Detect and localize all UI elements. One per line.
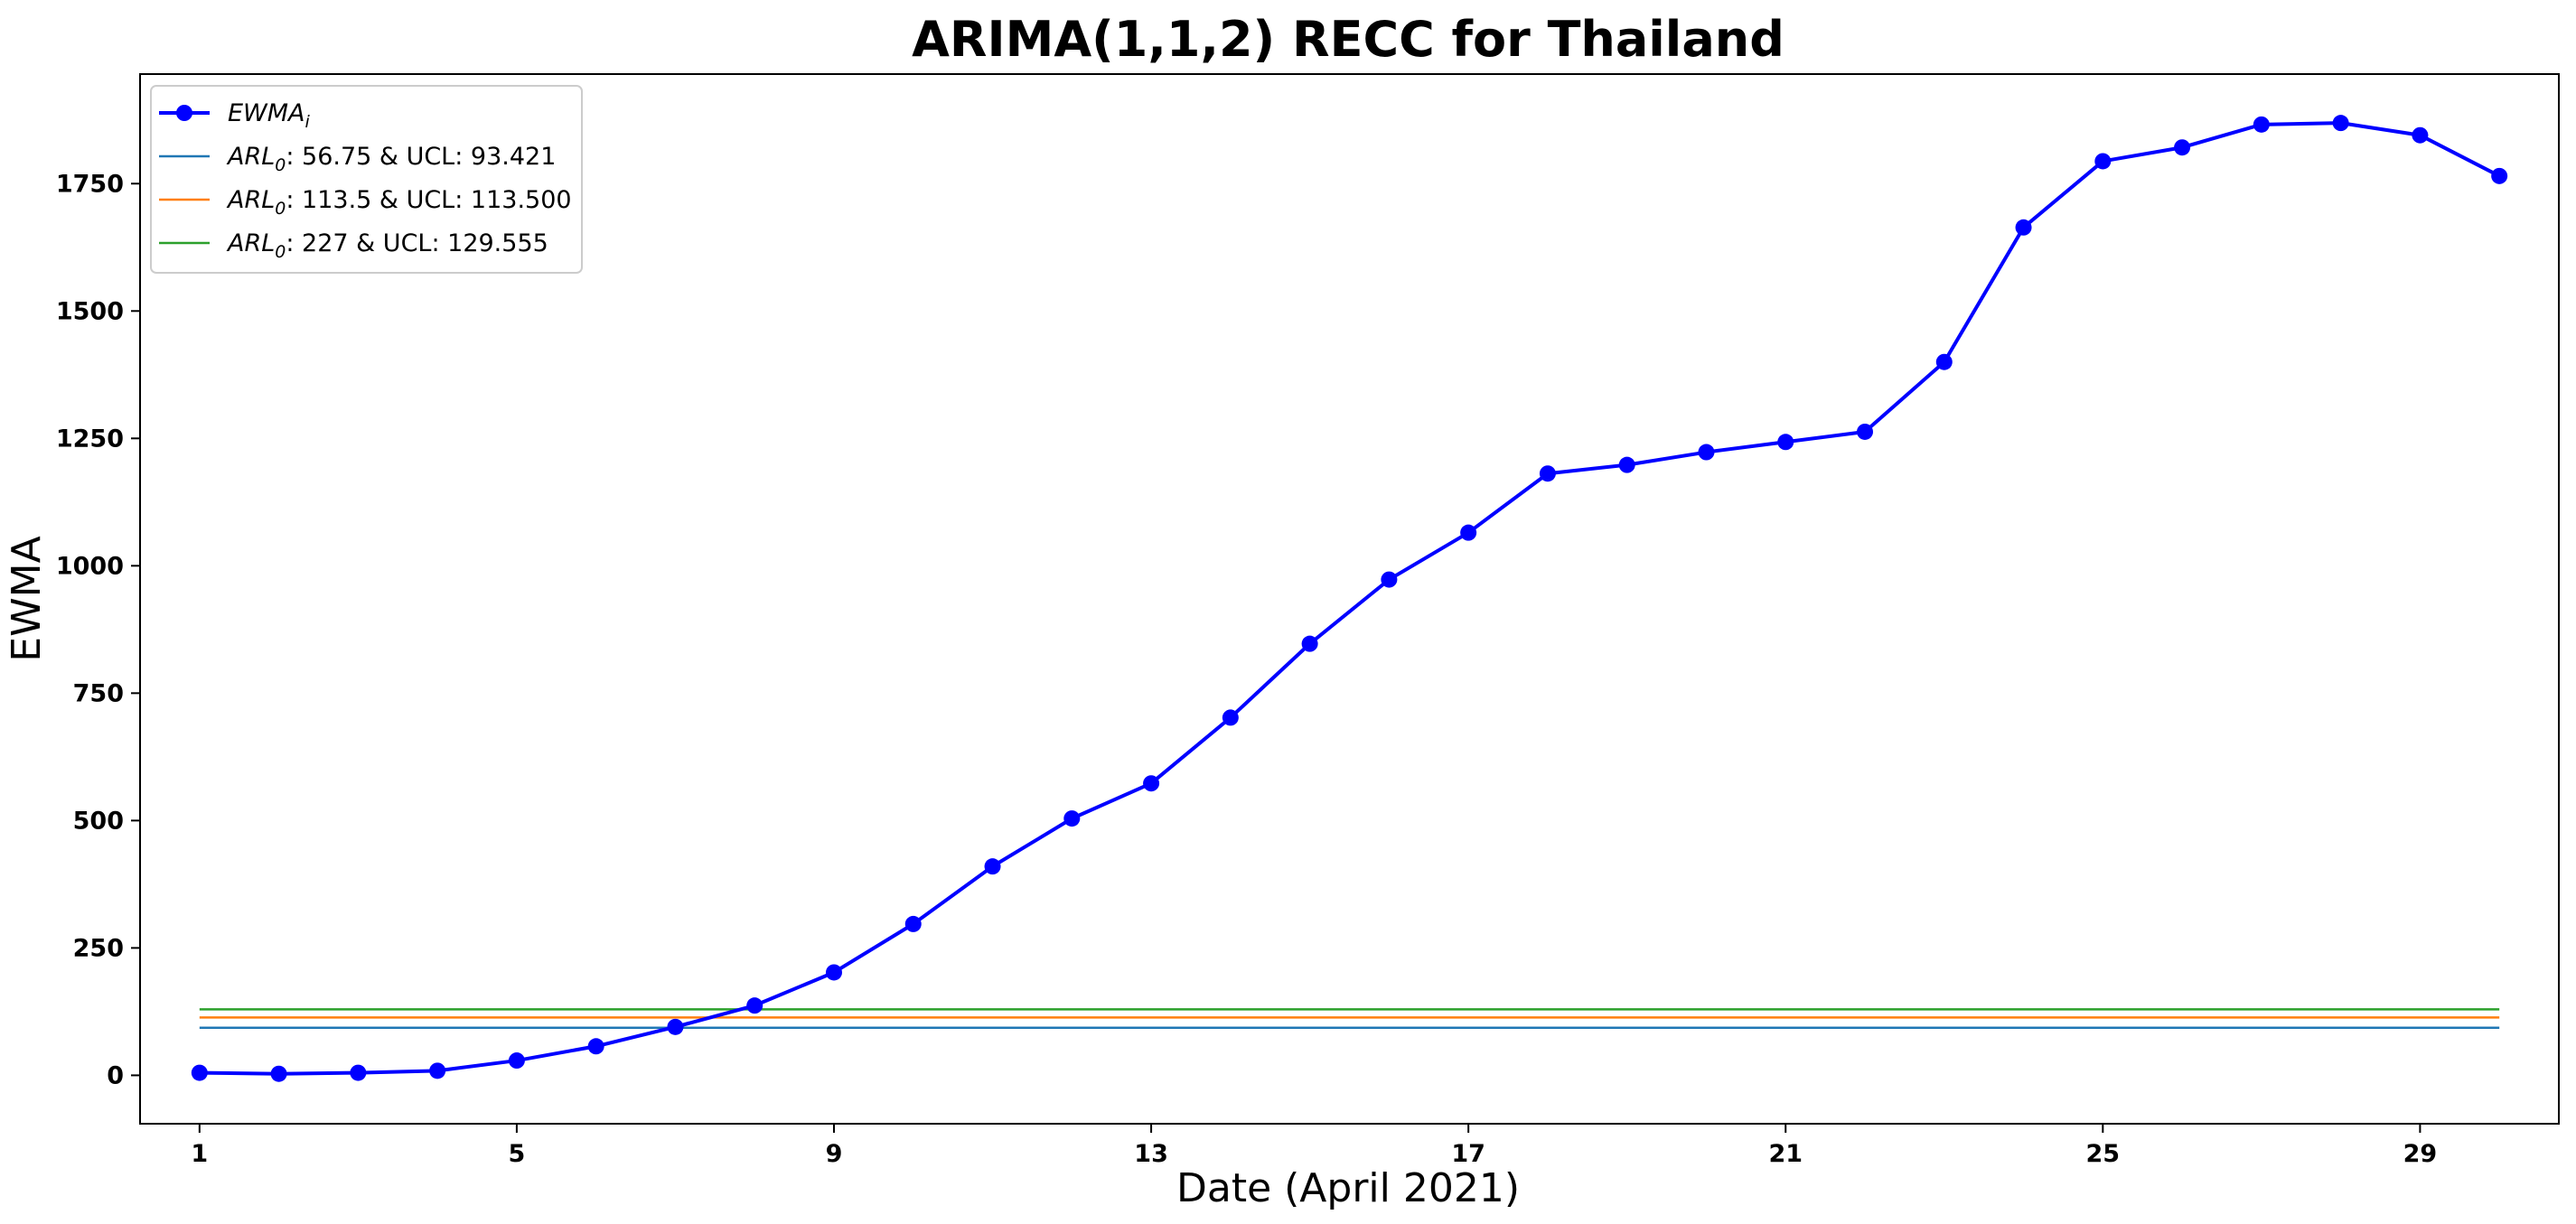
ewma-point	[2491, 167, 2508, 184]
x-tick-label: 17	[1451, 1140, 1485, 1168]
control-limit-lines	[199, 1008, 2500, 1029]
x-axis: 1 5 9 13 17 21 25 29	[191, 1124, 2437, 1168]
x-axis-label: Date (April 2021)	[1176, 1165, 1520, 1211]
ewma-point	[1777, 434, 1794, 451]
ewma-point	[1857, 423, 1874, 440]
ewma-point	[270, 1065, 287, 1082]
y-tick-label: 500	[73, 807, 124, 835]
x-tick-label: 9	[826, 1140, 843, 1168]
legend-swatch-marker	[176, 105, 192, 121]
y-axis: 0 250 500 750 1000 1250 1500 1750	[56, 170, 140, 1089]
y-tick-label: 1500	[56, 297, 124, 325]
ewma-point	[191, 1064, 208, 1081]
x-tick-label: 29	[2403, 1140, 2438, 1168]
ewma-point	[587, 1038, 604, 1055]
ewma-point	[2332, 115, 2349, 132]
y-tick-label: 1750	[56, 170, 124, 198]
ewma-point	[667, 1018, 684, 1035]
y-tick-label: 1000	[56, 552, 124, 580]
x-tick-label: 5	[509, 1140, 526, 1168]
ewma-point	[1143, 775, 1160, 792]
legend: EWMAi ARL0: 56.75 & UCL: 93.421 ARL0: 113.…	[150, 85, 583, 274]
ewma-point	[904, 915, 922, 932]
ewma-point	[508, 1052, 525, 1070]
ewma-point	[1301, 635, 1318, 652]
ewma-point	[984, 858, 1001, 875]
legend-label: ARL0: 113.5 & UCL: 113.500	[226, 186, 572, 219]
plot-area	[139, 73, 2560, 1125]
y-tick-label: 750	[73, 679, 124, 707]
ewma-point	[1460, 524, 1477, 541]
series-layer	[191, 115, 2508, 1082]
ewma-point	[429, 1062, 446, 1079]
y-tick-label: 1250	[56, 425, 124, 453]
ewma-point	[1618, 456, 1635, 473]
legend-label: EWMAi	[228, 99, 311, 132]
legend-label: ARL0: 56.75 & UCL: 93.421	[226, 143, 556, 175]
ewma-point	[1381, 571, 1398, 588]
x-tick-label: 1	[191, 1140, 208, 1168]
ewma-point	[2174, 139, 2191, 156]
ewma-point	[1698, 444, 1715, 461]
y-axis-label: EWMA	[4, 536, 50, 661]
ewma-point	[2253, 116, 2270, 133]
ewma-point	[1539, 465, 1556, 482]
ewma-point	[350, 1064, 367, 1081]
ewma-point	[1935, 353, 1953, 370]
y-tick-label: 250	[73, 934, 124, 962]
x-tick-label: 25	[2086, 1140, 2121, 1168]
ewma-point	[2094, 153, 2112, 170]
ewma-point	[1063, 810, 1081, 827]
ewma-point	[2412, 126, 2429, 144]
ewma-point	[746, 997, 763, 1014]
ewma-series-line	[199, 121, 2501, 1076]
plot-frame	[139, 73, 2560, 1125]
y-tick-label: 0	[107, 1061, 124, 1089]
x-tick-label: 21	[1768, 1140, 1803, 1168]
legend-frame	[150, 85, 583, 274]
ewma-point	[1222, 709, 1239, 726]
ewma-point	[2015, 219, 2032, 236]
legend-label: ARL0: 227 & UCL: 129.555	[226, 229, 548, 262]
x-tick-label: 13	[1134, 1140, 1168, 1168]
ewma-point	[825, 964, 842, 981]
chart-title: ARIMA(1,1,2) RECC for Thailand	[912, 11, 1784, 68]
